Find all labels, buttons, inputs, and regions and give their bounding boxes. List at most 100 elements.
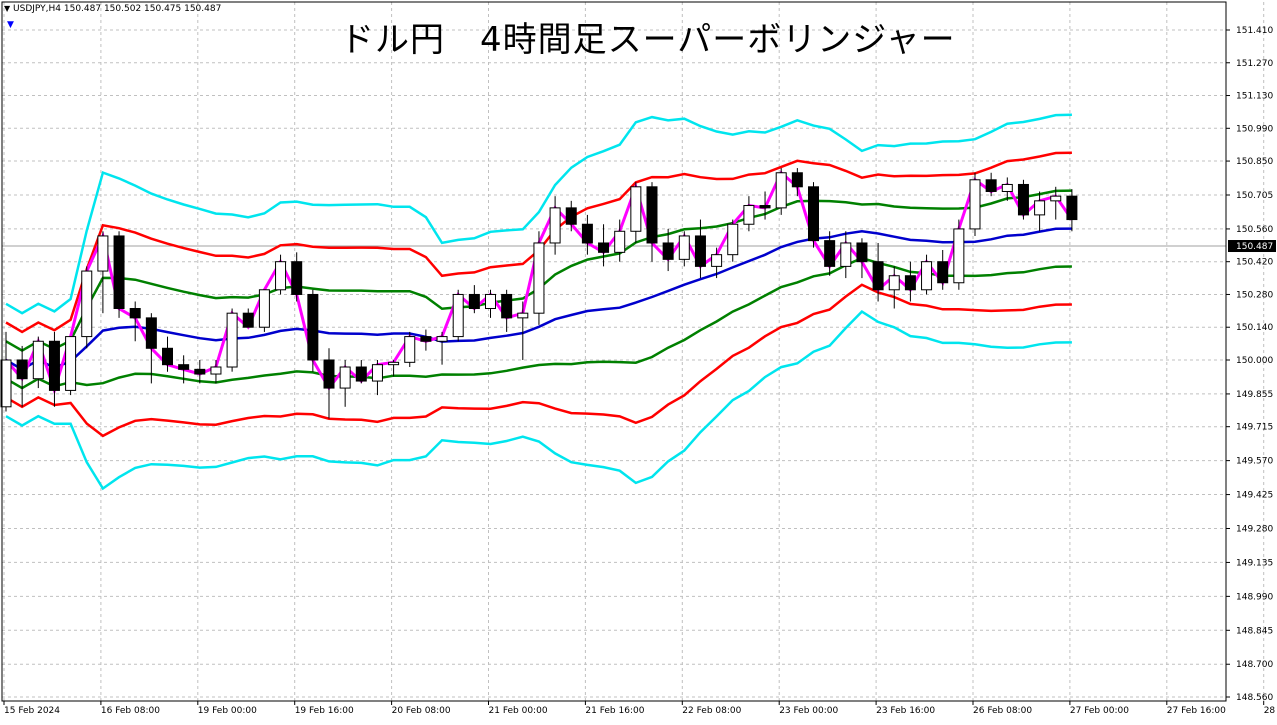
x-tick-label: 15 Feb 2024 — [4, 706, 60, 716]
y-tick-label: 150.420 — [1236, 258, 1273, 268]
y-tick-label: 148.990 — [1236, 592, 1273, 602]
candle-down — [420, 336, 432, 342]
candle-down — [16, 359, 28, 380]
band-lower-3sigma — [5, 310, 1072, 491]
band-mid-line — [5, 227, 1072, 371]
x-tick-label: 26 Feb 08:00 — [973, 706, 1032, 716]
y-tick-label: 151.270 — [1236, 59, 1273, 69]
candle-down — [48, 340, 60, 391]
x-tick-label: 19 Feb 00:00 — [198, 706, 257, 716]
y-tick-label: 149.570 — [1236, 457, 1273, 467]
candle-down — [307, 293, 319, 361]
x-tick-label: 27 Feb 16:00 — [1167, 706, 1226, 716]
x-tick-label: 21 Feb 00:00 — [489, 706, 548, 716]
candle-up — [711, 254, 723, 267]
candle-down — [824, 240, 836, 267]
candle-up — [452, 293, 464, 338]
candle-up — [1001, 183, 1013, 192]
candle-down — [904, 275, 916, 291]
y-tick-label: 149.715 — [1236, 423, 1273, 433]
candle-down — [759, 205, 771, 209]
candle-down — [129, 308, 141, 319]
candle-down — [662, 242, 674, 260]
y-tick-label: 151.410 — [1236, 26, 1273, 36]
candle-up — [743, 205, 755, 225]
candle-up — [436, 336, 448, 342]
y-tick-label: 149.135 — [1236, 558, 1273, 568]
candle-up — [678, 235, 690, 260]
candle-up — [969, 179, 981, 230]
candle-up — [0, 359, 12, 408]
ohlc-readout: 150.487 150.502 150.475 150.487 — [63, 4, 222, 14]
candle-up — [371, 364, 383, 382]
x-tick-label: 22 Feb 08:00 — [682, 706, 741, 716]
y-tick-label: 150.280 — [1236, 290, 1273, 300]
plot-frame — [1, 1, 1227, 702]
y-tick-label: 150.000 — [1236, 356, 1273, 366]
x-tick-label: 21 Feb 16:00 — [585, 706, 644, 716]
candle-down — [323, 359, 335, 389]
candle-down — [145, 317, 157, 349]
symbol-timeframe: USDJPY,H4 — [13, 4, 61, 14]
x-tick-label: 23 Feb 16:00 — [876, 706, 935, 716]
y-tick-label: 150.850 — [1236, 157, 1273, 167]
candle-up — [32, 340, 44, 380]
candle-up — [210, 366, 222, 375]
candle-up — [775, 172, 787, 209]
y-tick-label: 150.140 — [1236, 323, 1273, 333]
candle-down — [565, 207, 577, 225]
candle-up — [888, 275, 900, 291]
candle-up — [226, 312, 238, 368]
candle-up — [614, 230, 626, 253]
candle-up — [517, 312, 529, 319]
candle-down — [598, 242, 610, 253]
candle-up — [97, 235, 109, 272]
candle-down — [355, 366, 367, 382]
candle-up — [258, 289, 270, 328]
y-tick-label: 149.425 — [1236, 491, 1273, 501]
candle-up — [630, 186, 642, 232]
candle-down — [694, 235, 706, 267]
candle-up — [921, 261, 933, 291]
candle-up — [339, 366, 351, 389]
current-price-tag — [1228, 240, 1276, 253]
y-tick-label: 150.705 — [1236, 191, 1273, 201]
candle-up — [533, 242, 545, 314]
y-tick-label: 148.700 — [1236, 660, 1273, 670]
candle-down — [468, 293, 480, 310]
candle-up — [65, 336, 77, 391]
candle-down — [856, 242, 868, 263]
candle-down — [1066, 195, 1078, 221]
candle-up — [840, 242, 852, 267]
candle-down — [501, 293, 513, 319]
y-tick-label: 149.855 — [1236, 390, 1273, 400]
candle-down — [985, 179, 997, 192]
x-tick-label: 28 Feb 08:00 — [1264, 706, 1277, 716]
y-tick-label: 148.845 — [1236, 626, 1273, 636]
candle-down — [1017, 183, 1029, 216]
candle-down — [162, 347, 173, 366]
candle-down — [113, 235, 125, 310]
x-tick-label: 20 Feb 08:00 — [392, 706, 451, 716]
candle-down — [194, 368, 206, 375]
band-upper-3sigma — [5, 113, 1072, 315]
candle-down — [808, 186, 819, 242]
y-tick-label: 150.990 — [1236, 124, 1273, 134]
candle-up — [549, 207, 561, 244]
chart-title: ドル円 4時間足スーパーボリンジャー — [340, 20, 956, 60]
candle-up — [1050, 195, 1062, 202]
dropdown-arrow-icon[interactable]: ▼ — [4, 4, 11, 13]
y-tick-label: 149.280 — [1236, 524, 1273, 534]
chart-header: ▼ ▼ USDJPY,H4 150.487 150.502 150.475 15… — [4, 4, 222, 30]
candle-up — [275, 261, 287, 291]
y-tick-label: 150.560 — [1236, 225, 1273, 235]
candle-down — [646, 186, 658, 244]
down-triangle-icon: ▼ — [7, 20, 14, 30]
candle-down — [937, 261, 949, 284]
x-tick-label: 19 Feb 16:00 — [295, 706, 354, 716]
x-tick-label: 27 Feb 00:00 — [1070, 706, 1129, 716]
candle-up — [953, 228, 965, 284]
current-price-label: 150.487 — [1236, 242, 1273, 252]
